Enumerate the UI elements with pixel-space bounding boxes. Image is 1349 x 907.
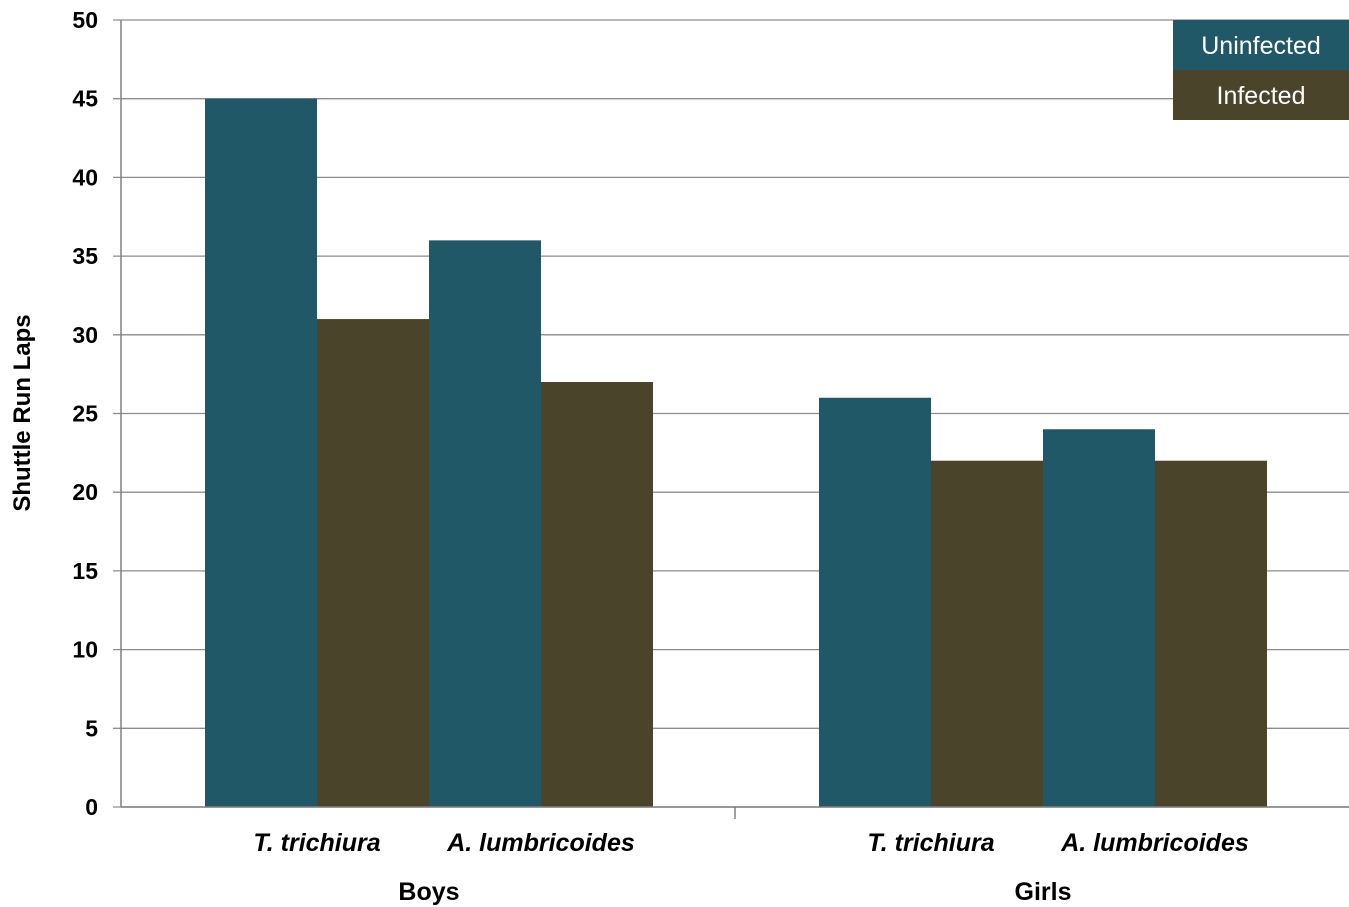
bar-uninfected bbox=[819, 397, 931, 807]
y-tick-label: 50 bbox=[72, 7, 98, 33]
x-category-label: A. lumbricoides bbox=[446, 829, 635, 857]
y-tick-label: 40 bbox=[72, 164, 98, 190]
y-tick-label: 20 bbox=[72, 479, 98, 505]
bar-uninfected bbox=[1043, 429, 1155, 807]
bar-uninfected bbox=[429, 240, 541, 808]
legend: Uninfected Infected bbox=[1173, 20, 1349, 120]
x-group-label: Boys bbox=[398, 878, 459, 906]
bar-infected bbox=[317, 319, 429, 807]
legend-label: Infected bbox=[1217, 82, 1306, 110]
bar-uninfected bbox=[205, 98, 317, 807]
y-tick-label: 5 bbox=[85, 715, 98, 741]
y-tick-label: 0 bbox=[85, 794, 98, 820]
bar-infected bbox=[1155, 460, 1267, 807]
y-tick-label: 45 bbox=[72, 86, 98, 112]
bar-infected bbox=[931, 460, 1043, 807]
y-tick-label: 35 bbox=[72, 243, 98, 269]
x-group-label: Girls bbox=[1015, 878, 1072, 906]
legend-swatch-uninfected bbox=[1173, 20, 1349, 70]
y-tick-labels: 0 5 10 15 20 25 30 35 40 45 50 bbox=[72, 7, 98, 820]
y-tick-label: 25 bbox=[72, 401, 98, 427]
legend-label: Uninfected bbox=[1201, 32, 1321, 60]
y-tick-label: 15 bbox=[72, 558, 98, 584]
x-category-label: A. lumbricoides bbox=[1060, 829, 1249, 857]
axes bbox=[120, 20, 1349, 808]
legend-swatch-infected bbox=[1173, 70, 1349, 120]
x-category-label: T. trichiura bbox=[253, 829, 380, 857]
y-tick-label: 10 bbox=[72, 637, 98, 663]
y-axis-title: Shuttle Run Laps bbox=[9, 314, 36, 511]
bar-infected bbox=[541, 382, 653, 807]
bars bbox=[205, 98, 1267, 819]
x-category-label: T. trichiura bbox=[867, 829, 994, 857]
x-category-labels: T. trichiura A. lumbricoides Boys T. trichi… bbox=[253, 829, 1249, 906]
y-tick-label: 30 bbox=[72, 322, 98, 348]
